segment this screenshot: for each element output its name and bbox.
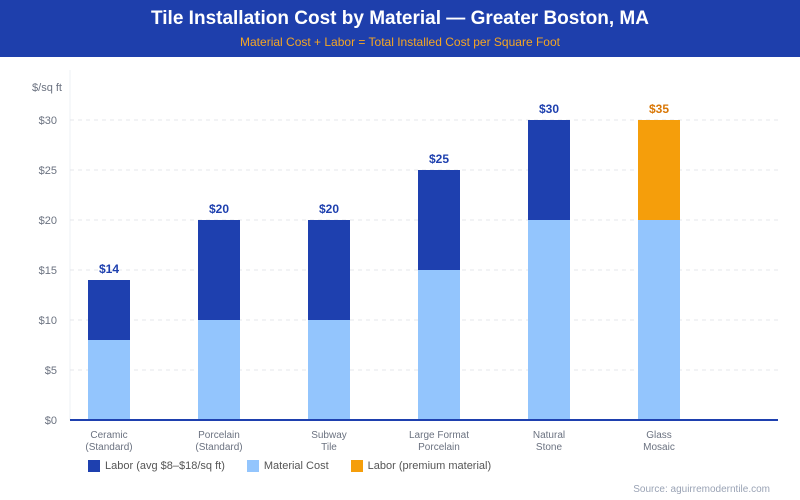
legend-label: Labor (avg $8–$18/sq ft) bbox=[105, 460, 225, 472]
bar-segment bbox=[528, 120, 570, 220]
bar-segment bbox=[88, 280, 130, 340]
x-tick-label: (Standard) bbox=[195, 442, 242, 453]
bar-segment bbox=[418, 170, 460, 270]
legend-label: Material Cost bbox=[263, 460, 329, 472]
legend-label: Labor (premium material) bbox=[367, 460, 492, 472]
bar-segment bbox=[638, 220, 680, 420]
y-tick-label: $20 bbox=[39, 215, 57, 227]
data-label: $35 bbox=[649, 102, 669, 116]
data-label: $14 bbox=[99, 262, 119, 276]
x-tick-label: Stone bbox=[536, 442, 563, 453]
y-tick-label: $25 bbox=[39, 165, 57, 177]
chart-header: Tile Installation Cost by Material — Gre… bbox=[0, 0, 800, 57]
legend-item-material: Material Cost bbox=[246, 460, 329, 472]
x-tick-label: Tile bbox=[321, 442, 337, 453]
bar-segment bbox=[418, 270, 460, 420]
x-tick-label: Ceramic bbox=[90, 430, 127, 441]
y-axis-label: $/sq ft bbox=[32, 82, 62, 94]
legend: Labor (avg $8–$18/sq ft) Material Cost L… bbox=[88, 460, 513, 472]
bar-segment bbox=[198, 320, 240, 420]
bar-segment bbox=[308, 320, 350, 420]
x-tick-label: Porcelain bbox=[198, 430, 240, 441]
legend-item-premium-labor: Labor (premium material) bbox=[350, 460, 492, 472]
legend-swatch bbox=[88, 460, 100, 472]
x-tick-label: Subway bbox=[311, 430, 347, 441]
y-tick-label: $0 bbox=[45, 415, 57, 427]
y-tick-label: $10 bbox=[39, 315, 57, 327]
x-tick-label: Glass bbox=[646, 430, 672, 441]
chart-subtitle: Material Cost + Labor = Total Installed … bbox=[240, 35, 560, 49]
legend-swatch bbox=[350, 460, 363, 472]
data-label: $25 bbox=[429, 152, 449, 166]
y-tick-label: $15 bbox=[39, 265, 57, 277]
chart-title: Tile Installation Cost by Material — Gre… bbox=[151, 8, 649, 29]
bar-segment bbox=[198, 220, 240, 320]
x-tick-label: Large Format bbox=[409, 430, 469, 441]
y-tick-label: $30 bbox=[39, 115, 57, 127]
data-label: $30 bbox=[539, 102, 559, 116]
x-tick-label: Natural bbox=[533, 430, 565, 441]
y-tick-label: $5 bbox=[45, 365, 57, 377]
legend-item-labor: Labor (avg $8–$18/sq ft) bbox=[88, 460, 225, 472]
legend-swatch bbox=[246, 460, 259, 472]
data-label: $20 bbox=[319, 202, 339, 216]
bar-segment bbox=[308, 220, 350, 320]
source-note: Source: aguirremoderntile.com bbox=[633, 484, 770, 495]
bar-segment bbox=[528, 220, 570, 420]
x-tick-label: (Standard) bbox=[85, 442, 132, 453]
bar-segment bbox=[88, 340, 130, 420]
x-tick-label: Porcelain bbox=[418, 442, 460, 453]
bar-segment bbox=[638, 120, 680, 220]
x-tick-label: Mosaic bbox=[643, 442, 675, 453]
data-label: $20 bbox=[209, 202, 229, 216]
